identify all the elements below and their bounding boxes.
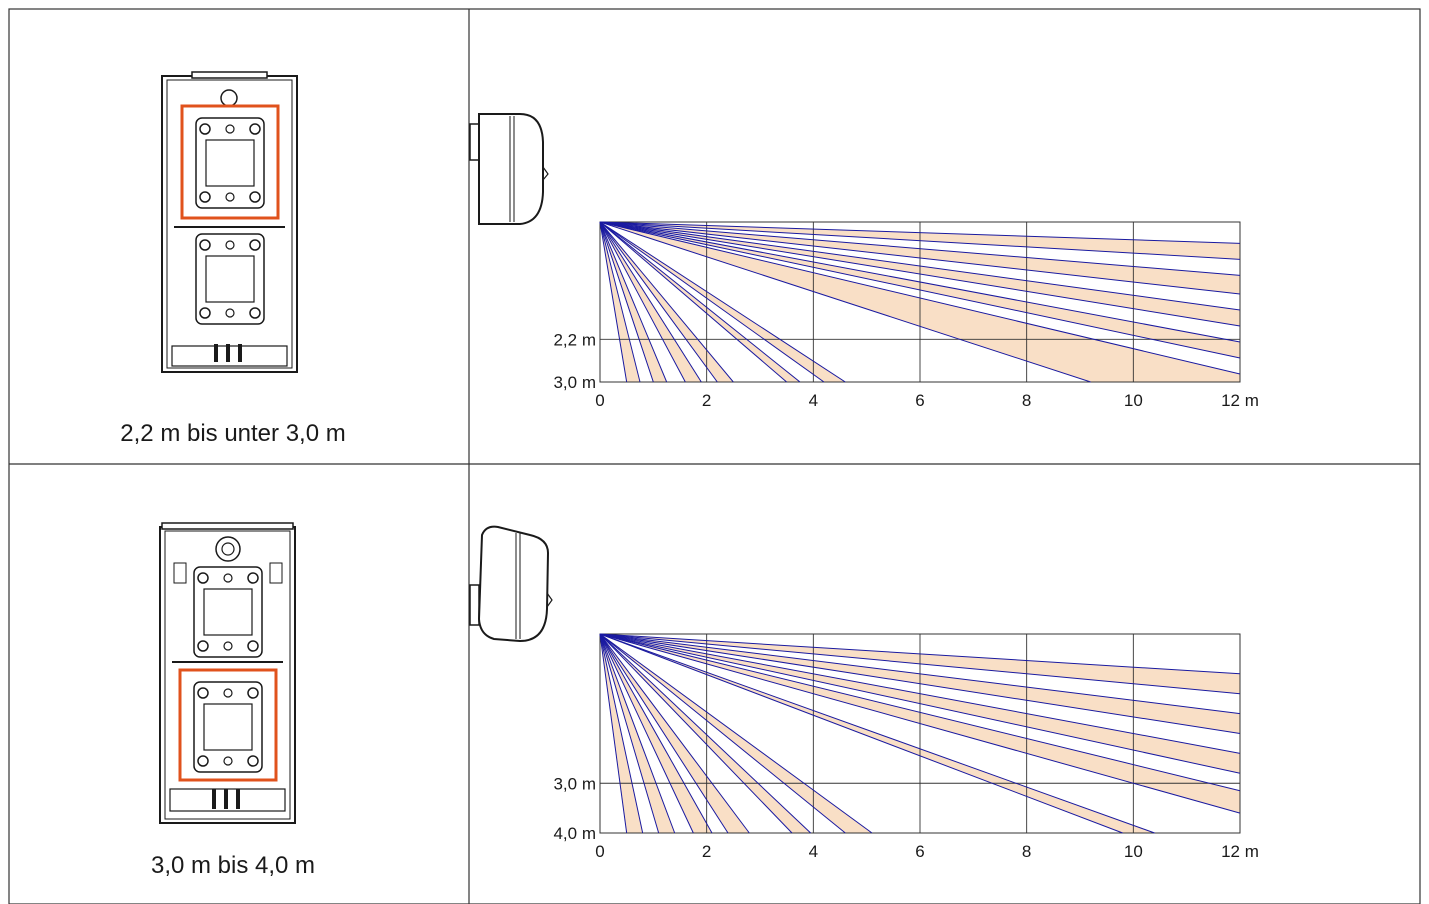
detection-ray: [599, 633, 628, 834]
y-tick-label: 2,2 m: [553, 330, 596, 349]
detection-ray: [599, 633, 694, 834]
detection-ray: [599, 633, 676, 834]
device-front-view: [159, 522, 296, 824]
detection-ray: [599, 221, 1241, 311]
detection-ray: [599, 633, 1241, 675]
highlight-frame: [178, 668, 278, 782]
x-tick-label: 0: [595, 842, 604, 861]
detection-ray: [599, 633, 644, 834]
detection-ray: [599, 221, 718, 383]
detection-ray: [599, 633, 846, 834]
detection-ray: [599, 221, 654, 383]
highlight-frame: [180, 104, 280, 220]
x-tick-label: 4: [809, 391, 818, 410]
detection-ray: [599, 633, 660, 834]
x-tick-label: 8: [1022, 391, 1031, 410]
x-tick-label: 8: [1022, 842, 1031, 861]
device-side-view: [469, 525, 553, 643]
x-tick-label: 12 m: [1221, 391, 1259, 410]
detection-ray: [599, 221, 846, 383]
detection-ray: [599, 221, 668, 383]
detection-ray: [599, 221, 1241, 276]
height-range-label: 2,2 m bis unter 3,0 m: [120, 420, 346, 447]
detection-ray: [599, 633, 713, 834]
detection-ray: [599, 633, 793, 834]
detection-ray: [599, 221, 1241, 260]
x-tick-label: 10: [1124, 842, 1143, 861]
device-front-view: [161, 71, 298, 373]
detection-ray: [599, 633, 1241, 695]
detection-ray: [599, 221, 628, 383]
x-tick-label: 0: [595, 391, 604, 410]
detection-ray: [599, 221, 1241, 244]
y-tick-label: 3,0 m: [553, 774, 596, 793]
detection-ray: [599, 221, 825, 383]
detection-ray: [599, 221, 1241, 327]
detection-range-chart: 0 2 4 6 8 10 12 m 2,2 m 3,0 m: [553, 221, 1259, 410]
detection-ray: [599, 633, 1155, 834]
sensor-module-lower: [195, 233, 265, 325]
detection-ray: [599, 221, 1241, 343]
sensor-module-upper: [195, 117, 265, 209]
sensor-module-lower: [193, 681, 263, 773]
detection-ray: [599, 633, 1241, 754]
detection-ray: [599, 221, 1241, 295]
detection-ray: [599, 221, 734, 383]
x-tick-label: 4: [809, 842, 818, 861]
detection-ray: [599, 633, 1241, 734]
detection-ray: [599, 633, 1241, 792]
detection-ray: [599, 633, 729, 834]
x-tick-label: 2: [702, 391, 711, 410]
detection-ray: [599, 221, 702, 383]
device-side-view: [469, 113, 549, 225]
y-tick-label: 3,0 m: [553, 373, 596, 392]
detection-ray: [599, 633, 1123, 834]
y-tick-label: 4,0 m: [553, 824, 596, 843]
detection-range-chart: 0 2 4 6 8 10 12 m 3,0 m 4,0 m: [553, 633, 1259, 861]
detection-ray: [599, 633, 873, 834]
detection-ray: [599, 633, 1241, 715]
detection-ray: [599, 633, 1241, 814]
sensor-module-upper: [193, 566, 263, 658]
x-tick-label: 12 m: [1221, 842, 1259, 861]
x-tick-label: 6: [915, 391, 924, 410]
height-range-label: 3,0 m bis 4,0 m: [150, 852, 316, 879]
detection-ray: [599, 633, 1241, 774]
detection-ray: [599, 221, 686, 383]
x-tick-label: 6: [915, 842, 924, 861]
detection-ray: [599, 221, 1241, 375]
x-tick-label: 10: [1124, 391, 1143, 410]
detection-ray: [599, 633, 750, 834]
detection-ray: [599, 221, 1241, 359]
detection-ray: [599, 221, 1091, 383]
detection-ray: [599, 221, 801, 383]
detection-ray: [599, 633, 812, 834]
detection-ray: [599, 221, 787, 383]
x-tick-label: 2: [702, 842, 711, 861]
detection-ray: [599, 221, 641, 383]
